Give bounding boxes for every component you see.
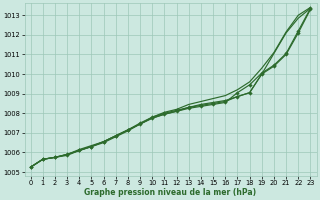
X-axis label: Graphe pression niveau de la mer (hPa): Graphe pression niveau de la mer (hPa) [84,188,257,197]
